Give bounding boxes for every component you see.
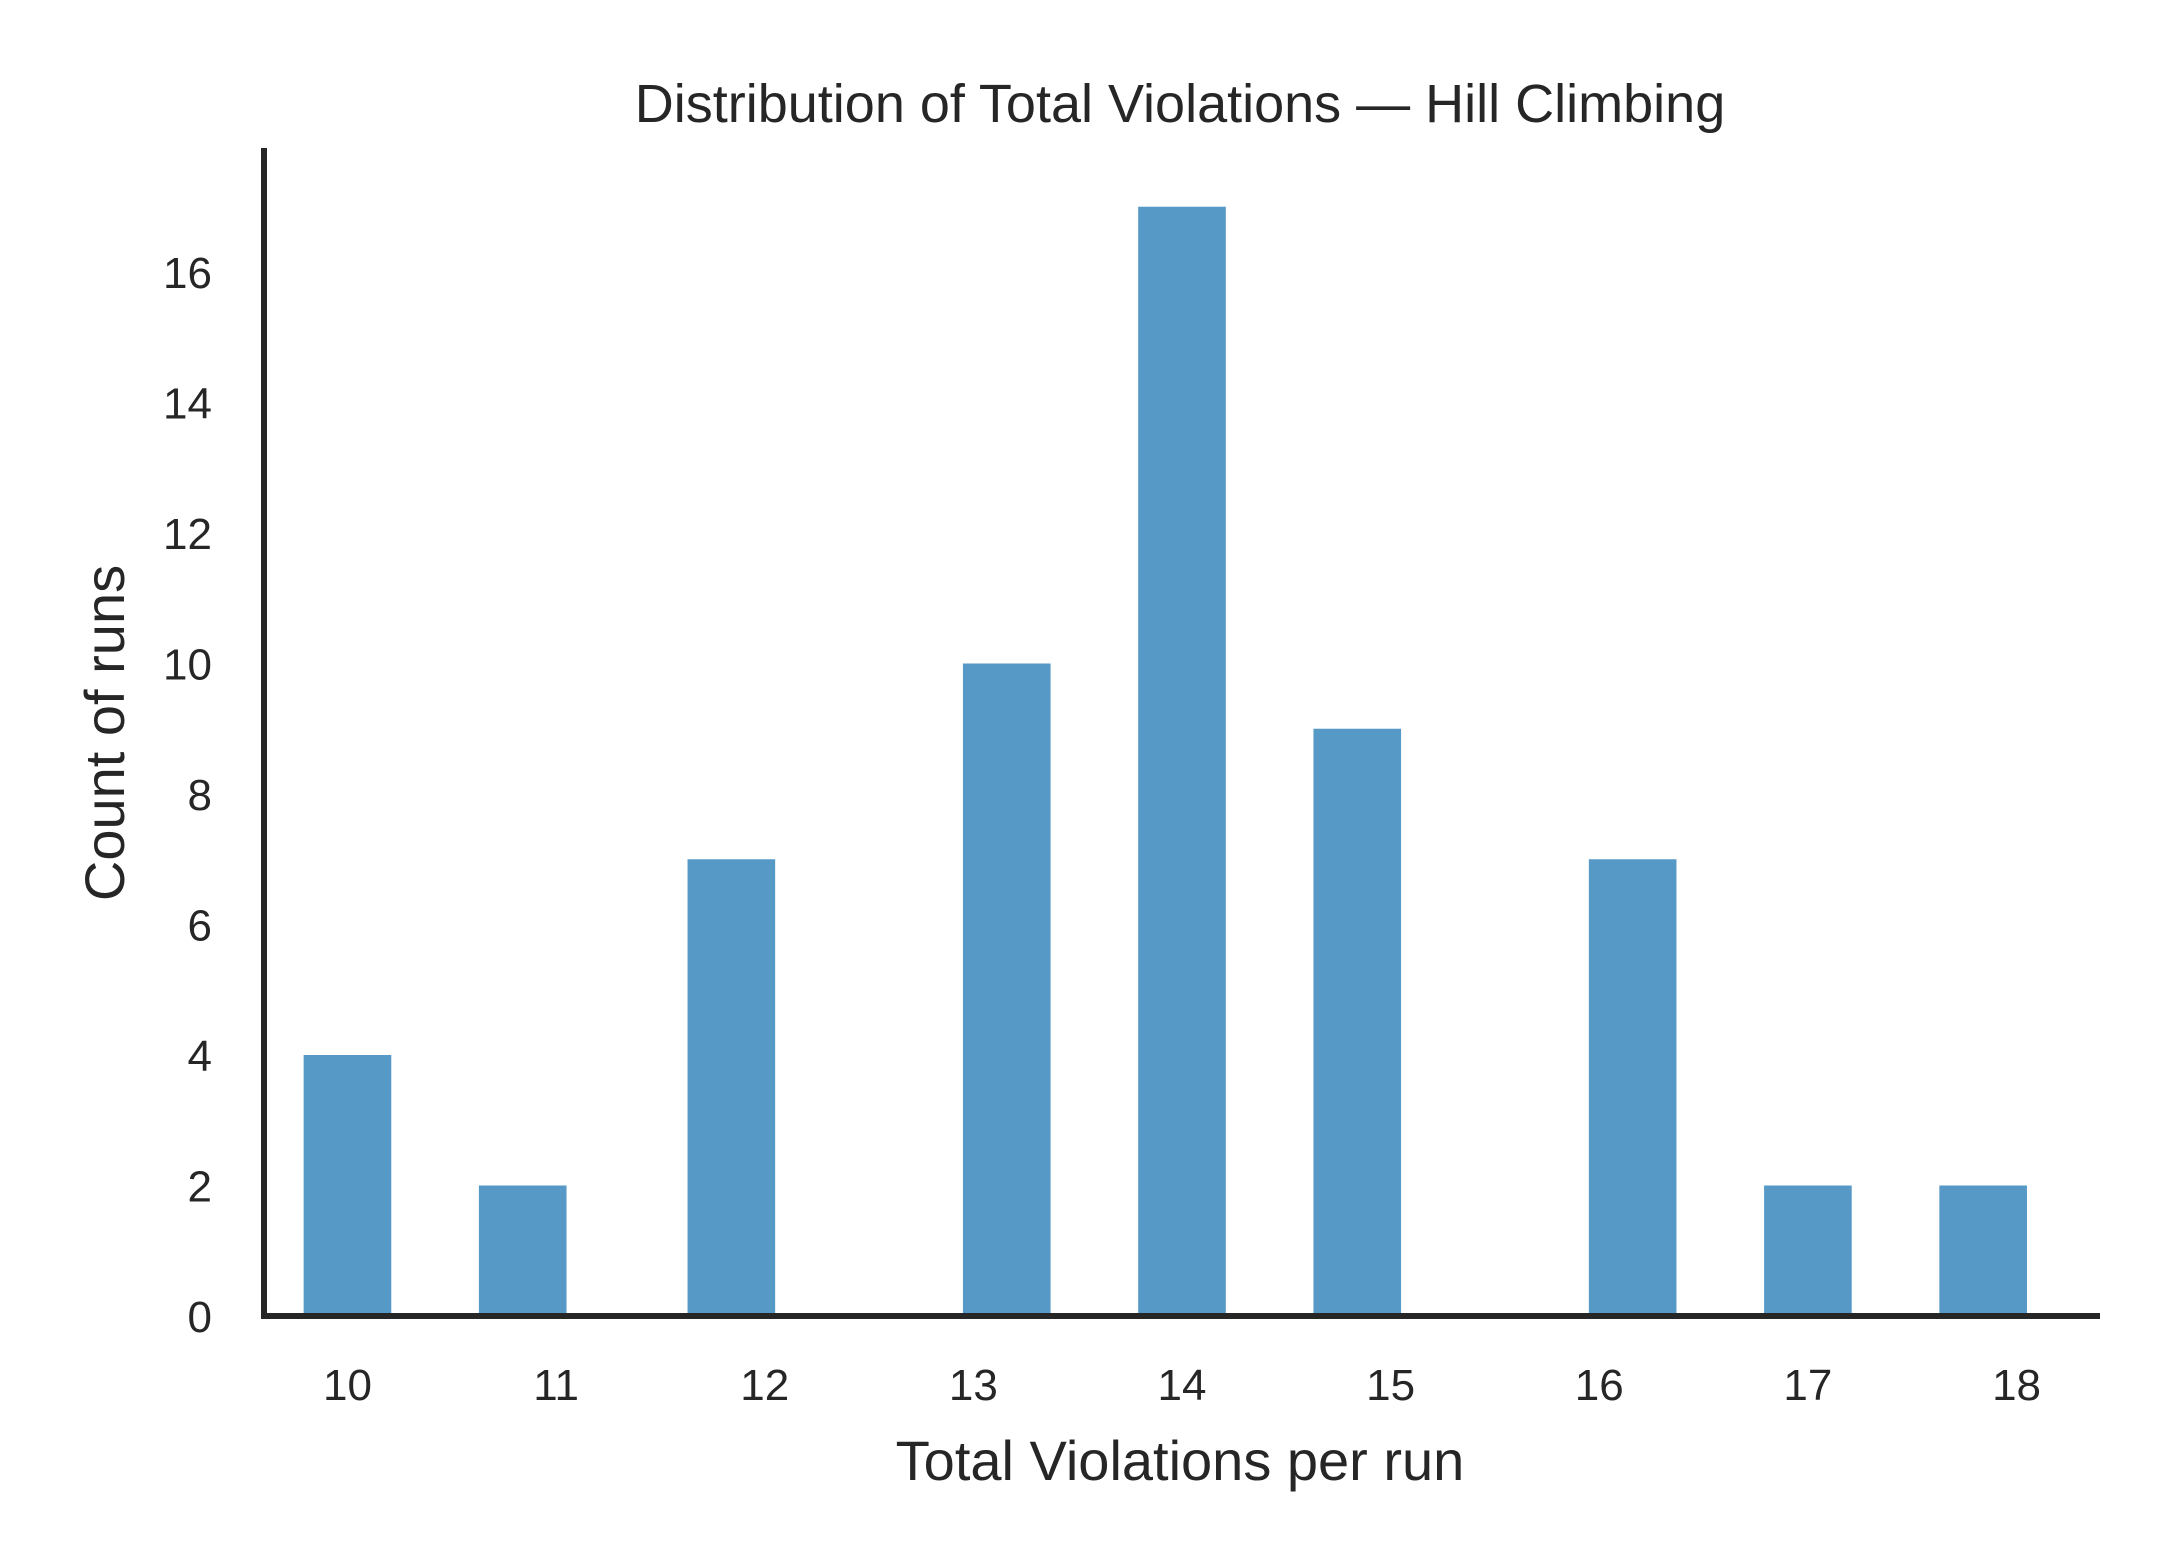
- x-tick-label: 13: [949, 1361, 998, 1410]
- bar-13: [962, 663, 1051, 1316]
- x-tick-label: 16: [1575, 1361, 1624, 1410]
- y-tick-label: 2: [188, 1162, 212, 1211]
- bar-15: [1313, 728, 1402, 1316]
- bar-14: [1138, 206, 1226, 1316]
- y-tick-label: 16: [163, 249, 212, 298]
- chart-title: Distribution of Total Violations — Hill …: [635, 74, 1725, 134]
- x-tick-label: 14: [1158, 1361, 1207, 1410]
- y-axis-label: Count of runs: [73, 565, 136, 901]
- bar-12: [687, 859, 776, 1316]
- bar-17: [1764, 1185, 1852, 1316]
- x-tick-label: 17: [1783, 1361, 1832, 1410]
- x-tick-label: 12: [740, 1361, 789, 1410]
- x-axis-label: Total Violations per run: [896, 1429, 1465, 1492]
- y-tick-label: 4: [188, 1032, 212, 1081]
- y-tick-label: 10: [163, 640, 212, 689]
- x-tick-label: 18: [1992, 1361, 2041, 1410]
- y-tick-label: 0: [188, 1293, 212, 1342]
- y-tick-label: 12: [163, 510, 212, 559]
- y-tick-label: 8: [188, 771, 212, 820]
- x-tick-label: 10: [323, 1361, 372, 1410]
- y-axis-ticks: 0 2 4 6 8 10 12 14 16: [163, 249, 212, 1342]
- x-axis-ticks: 10 11 12 13 14 15 16 17 18: [323, 1361, 2041, 1410]
- bar-18: [1939, 1185, 2027, 1316]
- y-tick-label: 6: [188, 901, 212, 950]
- x-tick-label: 11: [533, 1361, 579, 1410]
- bar-11: [478, 1185, 567, 1316]
- x-tick-label: 15: [1366, 1361, 1415, 1410]
- bar-16: [1588, 859, 1677, 1316]
- bar-10: [303, 1054, 392, 1316]
- y-tick-label: 14: [163, 379, 212, 428]
- bars-layer: [303, 206, 2027, 1316]
